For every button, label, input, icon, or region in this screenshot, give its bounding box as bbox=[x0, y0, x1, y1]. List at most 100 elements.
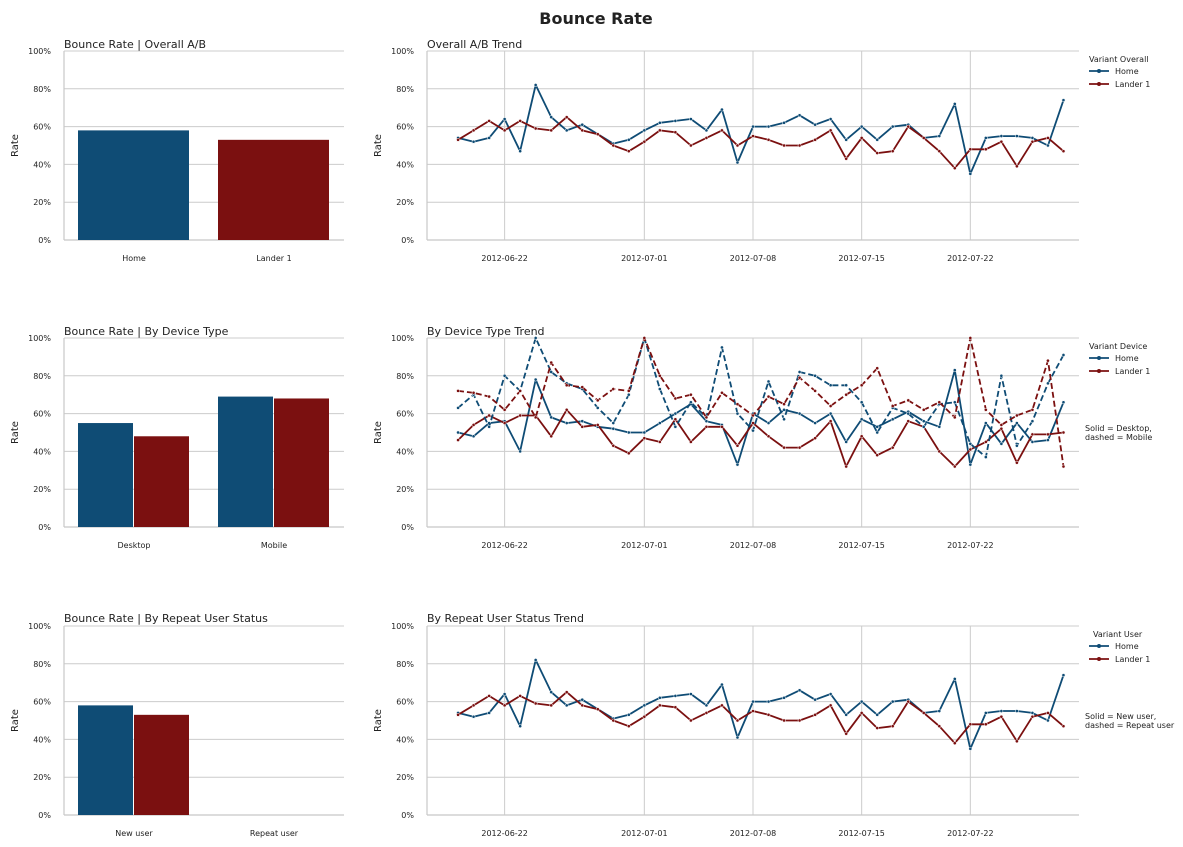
repeat-trend-point bbox=[1030, 714, 1035, 719]
device-trend-point bbox=[580, 385, 585, 389]
repeat-trend-point bbox=[518, 724, 522, 729]
device-trend-point bbox=[456, 438, 460, 442]
device-trend-point bbox=[890, 445, 895, 450]
device-trend-point bbox=[1046, 358, 1050, 363]
device-trend-point bbox=[875, 424, 880, 429]
device-trend-point bbox=[1030, 432, 1035, 437]
device-trend-ytick-label: 60% bbox=[396, 410, 414, 419]
device-trend-point bbox=[689, 400, 693, 405]
overall-bar-ylabel: Rate bbox=[10, 134, 21, 157]
device-trend-point bbox=[518, 413, 522, 418]
device-trend-point bbox=[626, 451, 631, 456]
repeat-trend-point bbox=[859, 699, 864, 704]
overall-trend-point bbox=[658, 120, 662, 125]
overall-trend-point bbox=[720, 107, 724, 112]
device-trend-point bbox=[471, 423, 476, 427]
device-trend-point bbox=[937, 424, 942, 429]
repeat-trend-point bbox=[626, 724, 631, 729]
device-trend-point bbox=[1015, 443, 1019, 448]
overall-trend-point bbox=[471, 139, 476, 144]
device-trend-note: dashed = Mobile bbox=[1085, 433, 1152, 442]
repeat-trend-point bbox=[1046, 711, 1050, 715]
device-trend-point bbox=[673, 424, 678, 429]
repeat-trend-point bbox=[735, 735, 740, 740]
device-trend-series-line bbox=[457, 337, 1065, 467]
device-trend-point bbox=[952, 464, 957, 469]
device-trend-point bbox=[968, 336, 973, 340]
device-trend-point bbox=[549, 434, 554, 439]
device-trend-point bbox=[673, 396, 678, 401]
repeat-trend-title: By Repeat User Status Trend bbox=[427, 612, 584, 625]
device-trend-point bbox=[844, 392, 848, 397]
overall-trend-point bbox=[828, 117, 833, 121]
overall-trend-point bbox=[580, 122, 585, 127]
device-trend-point bbox=[952, 400, 957, 405]
device-trend-xtick-label: 2012-06-22 bbox=[481, 541, 528, 550]
overall-trend-point bbox=[502, 128, 507, 133]
device-trend-point bbox=[952, 368, 957, 372]
device-trend-point bbox=[875, 430, 880, 435]
overall-trend-point bbox=[1015, 134, 1019, 138]
repeat-trend-point bbox=[642, 714, 647, 719]
device-trend-point bbox=[766, 434, 771, 439]
overall-trend-point bbox=[533, 126, 538, 131]
overall-trend-point bbox=[564, 128, 569, 133]
repeat-trend-point bbox=[626, 712, 631, 717]
overall-trend-point bbox=[968, 172, 973, 176]
device-bar-title: Bounce Rate | By Device Type bbox=[64, 325, 229, 338]
device-trend-point bbox=[704, 415, 709, 420]
overall-trend-point bbox=[921, 136, 926, 140]
overall-bar-ytick-label: 100% bbox=[28, 47, 51, 56]
device-trend-point bbox=[533, 415, 538, 420]
device-trend-point bbox=[782, 445, 786, 450]
overall-bar-ytick-label: 0% bbox=[38, 236, 51, 245]
repeat-trend-point bbox=[502, 692, 507, 696]
device-trend-point bbox=[1030, 419, 1035, 424]
repeat-trend-point bbox=[968, 722, 973, 727]
repeat-trend-point bbox=[906, 699, 911, 704]
device-trend-point bbox=[456, 430, 460, 435]
overall-trend-legend-marker bbox=[1097, 82, 1101, 86]
repeat-trend-point bbox=[937, 724, 942, 729]
device-trend-point bbox=[626, 430, 631, 435]
overall-trend-xtick-label: 2012-07-15 bbox=[838, 254, 885, 263]
overall-trend-point bbox=[1046, 136, 1050, 140]
device-trend-point bbox=[611, 387, 616, 391]
device-trend-point bbox=[704, 424, 709, 429]
overall-bar-ytick-label: 80% bbox=[33, 85, 51, 94]
device-trend-point bbox=[890, 404, 895, 408]
repeat-trend-xtick-label: 2012-07-08 bbox=[730, 829, 777, 838]
overall-trend-ytick-label: 60% bbox=[396, 123, 414, 132]
device-trend-legend-label: Lander 1 bbox=[1115, 367, 1150, 376]
device-trend-point bbox=[518, 389, 522, 393]
device-trend-xtick-label: 2012-07-08 bbox=[730, 541, 777, 550]
device-trend-point bbox=[921, 419, 926, 424]
overall-trend-legend-label: Lander 1 bbox=[1115, 80, 1150, 89]
repeat-trend-point bbox=[580, 697, 585, 702]
repeat-trend-point bbox=[549, 703, 554, 708]
repeat-trend-point bbox=[797, 718, 802, 723]
device-trend-point bbox=[580, 419, 585, 424]
overall-trend-legend-title: Variant Overall bbox=[1089, 55, 1149, 64]
repeat-trend-xtick-label: 2012-07-01 bbox=[621, 829, 668, 838]
device-trend-point bbox=[595, 423, 600, 427]
repeat-trend-xtick-label: 2012-07-15 bbox=[838, 829, 885, 838]
device-trend-point bbox=[999, 423, 1004, 427]
overall-bar-xtick-label: Home bbox=[122, 254, 146, 263]
overall-trend-point bbox=[844, 137, 848, 142]
repeat-trend-ylabel: Rate bbox=[373, 709, 384, 732]
repeat-trend-point bbox=[875, 712, 880, 717]
device-trend-point bbox=[999, 441, 1004, 446]
device-trend-point bbox=[859, 400, 864, 405]
device-trend-point bbox=[611, 421, 616, 425]
overall-trend-legend-label: Home bbox=[1115, 67, 1139, 76]
repeat-bar-panel: 0% 20% 40% 60% 80% 100% Rate Bounce Rate | By R… bbox=[10, 612, 344, 838]
device-trend-point bbox=[797, 370, 802, 374]
overall-trend-point bbox=[518, 119, 522, 123]
repeat-trend-point bbox=[751, 709, 755, 713]
repeat-trend-series-line bbox=[457, 691, 1065, 745]
overall-trend-point bbox=[456, 137, 460, 142]
overall-trend-point bbox=[875, 151, 880, 155]
device-trend-point bbox=[502, 407, 507, 412]
repeat-trend-point bbox=[984, 711, 988, 715]
